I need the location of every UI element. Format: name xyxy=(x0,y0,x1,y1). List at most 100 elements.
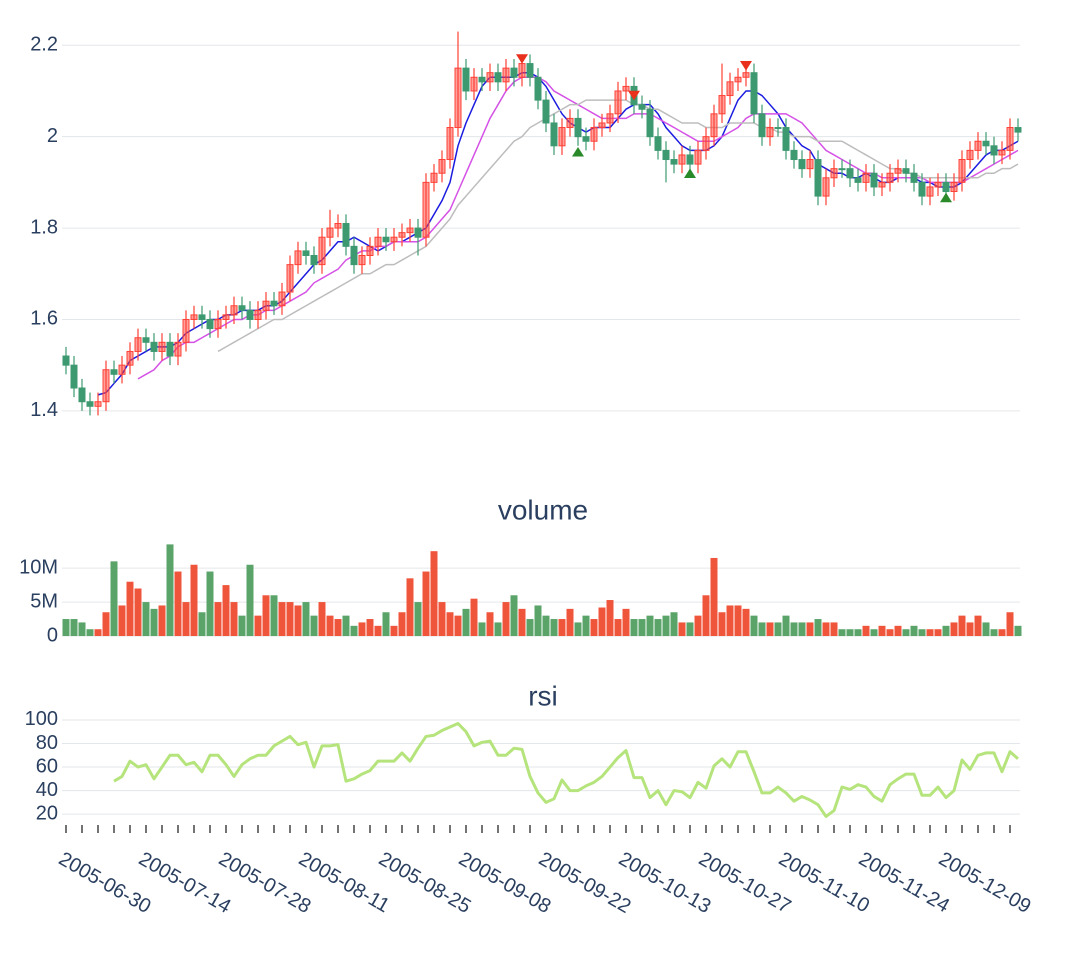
volume-bar xyxy=(518,608,526,636)
volume-bar xyxy=(982,622,990,636)
candle-body xyxy=(622,85,630,92)
candle-body xyxy=(310,254,318,266)
volume-bar xyxy=(758,622,766,636)
volume-bar xyxy=(742,608,750,636)
y-tick-label: 10M xyxy=(19,556,58,578)
volume-bar xyxy=(766,622,774,636)
volume-bar xyxy=(278,602,286,636)
candle-body xyxy=(734,76,742,83)
volume-bar xyxy=(462,608,470,636)
volume-bar xyxy=(734,605,742,636)
candle-body xyxy=(254,309,262,320)
candle-body xyxy=(974,140,982,151)
volume-bar xyxy=(574,622,582,636)
volume-bar xyxy=(510,595,518,636)
y-tick-label: 100 xyxy=(25,708,58,730)
candle-body xyxy=(238,305,246,311)
volume-bar xyxy=(382,612,390,636)
candle-body xyxy=(854,177,862,183)
volume-bar xyxy=(494,622,502,636)
candle-body xyxy=(510,67,518,78)
candle-body xyxy=(398,232,406,238)
candle-body xyxy=(870,172,878,188)
volume-bar xyxy=(158,605,166,636)
y-tick-label: 80 xyxy=(36,732,58,754)
volume-bar xyxy=(798,622,806,636)
volume-bar xyxy=(62,619,70,636)
candle-body xyxy=(270,300,278,307)
volume-bar xyxy=(710,557,718,636)
candle-body xyxy=(246,309,254,320)
candle-body xyxy=(894,168,902,174)
candle-body xyxy=(798,159,806,170)
candle-body xyxy=(334,223,342,229)
candle-body xyxy=(190,314,198,320)
candle-body xyxy=(406,227,414,234)
candle-body xyxy=(198,314,206,320)
candle-body xyxy=(446,127,454,161)
candle-body xyxy=(86,401,94,407)
signal-marker xyxy=(572,146,584,157)
candle-body xyxy=(478,76,486,83)
candle-body xyxy=(702,136,710,151)
volume-bar xyxy=(806,622,814,636)
volume-bar xyxy=(774,622,782,636)
candle-body xyxy=(142,337,150,343)
candle-body xyxy=(454,67,462,129)
candle-body xyxy=(862,172,870,183)
volume-bar xyxy=(838,629,846,636)
volume-bar xyxy=(726,605,734,636)
volume-bar xyxy=(582,615,590,636)
volume-bar xyxy=(398,612,406,636)
candle-body xyxy=(134,337,142,352)
y-tick-label: 0 xyxy=(47,624,58,646)
volume-bar xyxy=(470,598,478,636)
candle-body xyxy=(318,236,326,266)
volume-bar xyxy=(262,595,270,636)
candle-body xyxy=(814,159,822,197)
candle-body xyxy=(438,159,446,174)
candle-body xyxy=(1014,127,1022,133)
candle-body xyxy=(182,318,190,343)
candle-body xyxy=(358,254,366,266)
candle-body xyxy=(158,341,166,352)
volume-bar xyxy=(86,629,94,636)
volume-bar xyxy=(374,625,382,636)
candle-body xyxy=(294,250,302,266)
volume-bar xyxy=(534,605,542,636)
candle-body xyxy=(614,90,622,115)
candle-body xyxy=(230,305,238,316)
candle-body xyxy=(710,113,718,138)
volume-bar xyxy=(598,607,606,636)
candle-body xyxy=(806,159,814,170)
candle-body xyxy=(518,63,526,78)
volume-bar xyxy=(134,588,142,636)
candle-body xyxy=(174,341,182,357)
candle-body xyxy=(830,168,838,179)
candle-body xyxy=(582,136,590,142)
volume-bar xyxy=(966,622,974,636)
candle-body xyxy=(462,67,470,92)
volume-bar xyxy=(366,619,374,636)
volume-bar xyxy=(606,600,614,636)
volume-bar xyxy=(126,581,134,636)
candle-body xyxy=(366,245,374,256)
volume-bar xyxy=(350,625,358,636)
y-tick-label: 5M xyxy=(30,590,58,612)
candle-body xyxy=(278,291,286,307)
candle-body xyxy=(590,127,598,142)
volume-bar xyxy=(870,629,878,636)
x-tick-label: 2005-11-24 xyxy=(855,848,953,917)
volume-bar xyxy=(486,612,494,636)
candle-body xyxy=(838,168,846,171)
signal-marker xyxy=(516,54,528,64)
volume-bar xyxy=(102,612,110,636)
volume-bar xyxy=(430,551,438,636)
volume-bar xyxy=(662,615,670,636)
volume-bar xyxy=(406,578,414,636)
volume-bar xyxy=(454,615,462,636)
candle-body xyxy=(94,401,102,407)
candle-body xyxy=(950,181,958,193)
volume-bar xyxy=(910,625,918,636)
candle-body xyxy=(654,136,662,151)
